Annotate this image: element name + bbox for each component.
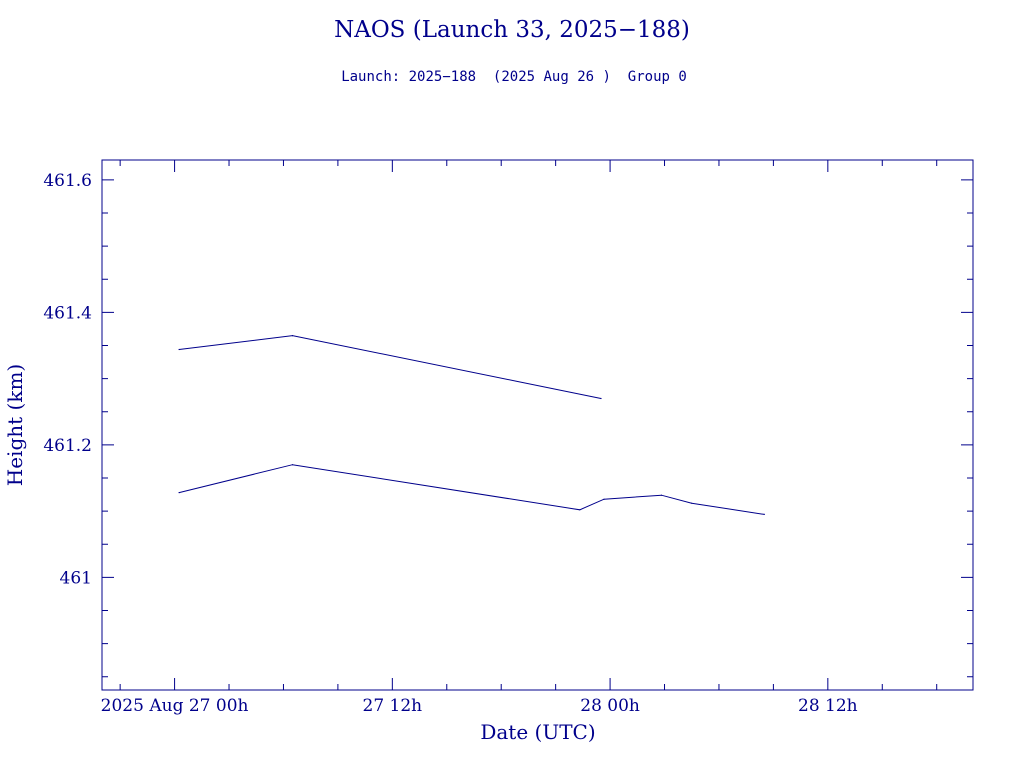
- data-point: [763, 513, 765, 516]
- data-point: [178, 348, 180, 351]
- y-axis-label: Height (km): [3, 364, 27, 486]
- data-point: [600, 397, 602, 400]
- y-tick-label: 461.6: [43, 171, 92, 191]
- chart-title: NAOS (Launch 33, 2025−188): [334, 17, 690, 43]
- y-tick-label: 461.2: [43, 436, 92, 456]
- x-tick-label: 28 12h: [798, 696, 858, 716]
- x-tick-label: 2025 Aug 27 00h: [101, 696, 249, 716]
- x-axis-label: Date (UTC): [480, 720, 595, 744]
- x-tick-label: 27 12h: [363, 696, 423, 716]
- x-axis: 2025 Aug 27 00h 27 12h 28 00h 28 12h: [101, 160, 938, 716]
- data-point: [178, 492, 180, 494]
- y-axis: 461 461.2 461.4 461.6: [43, 171, 973, 678]
- data-point: [603, 498, 605, 500]
- x-tick-label: 28 00h: [580, 696, 640, 716]
- data-point: [691, 502, 693, 504]
- data-point: [660, 494, 663, 496]
- data-point: [291, 335, 294, 337]
- series-layer: [178, 335, 765, 516]
- y-tick-label: 461.4: [43, 303, 92, 323]
- plot-frame: [101, 159, 974, 691]
- data-point: [291, 464, 294, 466]
- chart-subtitle: Launch: 2025−188 (2025 Aug 26 ) Group 0: [341, 69, 687, 85]
- y-tick-label: 461: [60, 568, 92, 588]
- series-line-2: [178, 464, 765, 515]
- data-point: [579, 509, 581, 511]
- series-line-1: [179, 335, 602, 399]
